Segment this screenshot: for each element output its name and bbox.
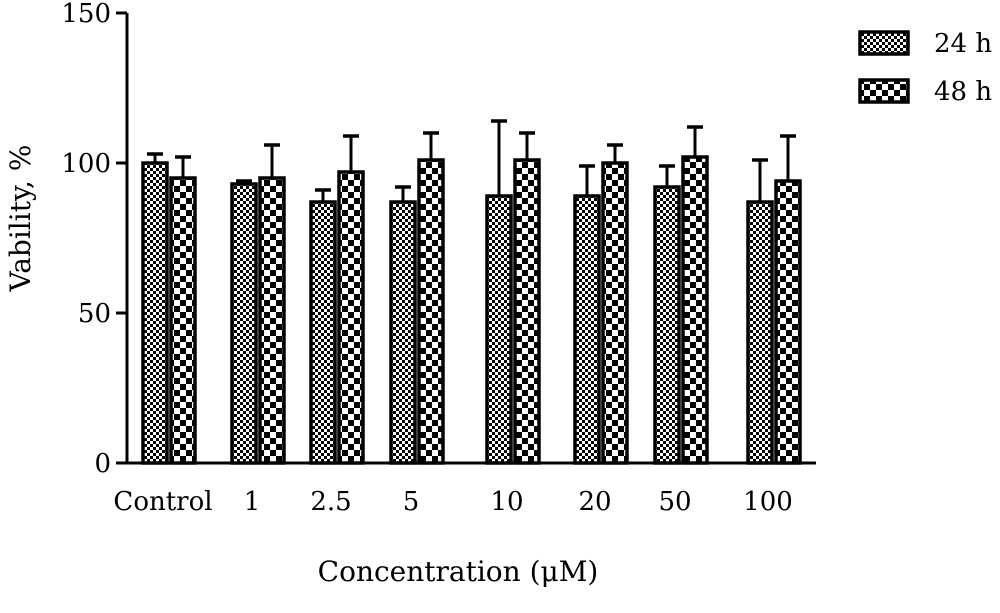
legend-label: 24 h [934, 29, 992, 59]
y-tick-label: 150 [61, 0, 111, 29]
bar [389, 200, 417, 465]
legend-swatch [858, 78, 910, 104]
legend-swatch [858, 30, 910, 56]
x-axis-title: Concentration (μM) [318, 555, 599, 588]
bar [230, 182, 258, 465]
x-tick-label: Control [113, 487, 212, 517]
y-tick-label: 100 [61, 149, 111, 179]
x-tick-label: 20 [578, 487, 611, 517]
bar [141, 161, 169, 465]
legend: 24 h 48 h [858, 29, 992, 107]
axes [116, 11, 816, 465]
x-tick-label: 100 [743, 487, 793, 517]
bar [513, 158, 541, 465]
y-axis-title: Vability, % [4, 145, 37, 293]
bar [653, 185, 681, 465]
bars [141, 119, 802, 465]
bar [309, 200, 337, 465]
y-tick-label: 0 [94, 449, 111, 479]
labels: 0 50 100 150 Control 1 2.5 5 10 20 50 100 Concentrat… [4, 0, 793, 588]
bar [573, 194, 601, 465]
bar [417, 158, 445, 465]
x-tick-label: 1 [244, 487, 261, 517]
x-tick-label: 5 [403, 487, 420, 517]
bar [746, 200, 774, 465]
x-tick-label: 50 [658, 487, 691, 517]
x-tick-label: 2.5 [310, 487, 351, 517]
bar [601, 161, 629, 465]
bar [258, 176, 286, 465]
bar [337, 170, 365, 465]
x-tick-label: 10 [490, 487, 523, 517]
legend-label: 48 h [934, 77, 992, 107]
y-tick-label: 50 [78, 299, 111, 329]
bar [681, 155, 709, 465]
bar [774, 179, 802, 465]
bar [485, 194, 513, 465]
bar [169, 176, 197, 465]
